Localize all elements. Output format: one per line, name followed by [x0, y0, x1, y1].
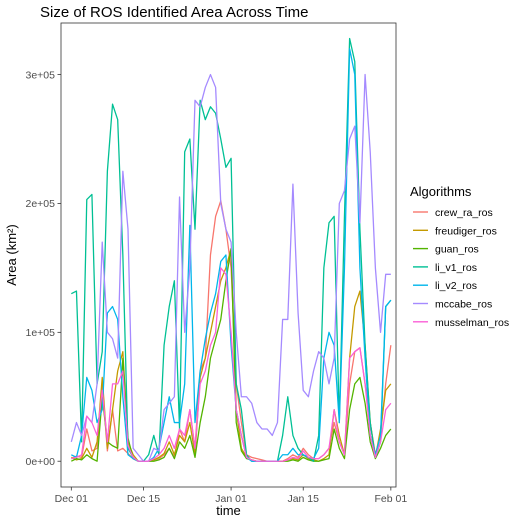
series-line-li-v2-ros — [71, 48, 392, 462]
x-tick-label: Dec 15 — [127, 493, 160, 505]
legend-label-freudiger-ros: freudiger_ros — [435, 225, 497, 237]
x-tick-label: Jan 15 — [287, 493, 319, 505]
y-tick-label: 3e+05 — [26, 69, 56, 81]
series-line-mccabe-ros — [70, 73, 391, 462]
legend-title: Algorithms — [410, 184, 472, 199]
legend-label-mccabe-ros: mccabe_ros — [435, 299, 492, 311]
series-line-li-v1-ros — [71, 37, 392, 462]
x-tick-label: Feb 01 — [374, 493, 407, 505]
legend: Algorithms crew_ra_ros freudiger_ros guan_… — [410, 184, 509, 329]
plot-layer — [70, 37, 392, 462]
y-axis-label: Area (km²) — [4, 224, 19, 285]
legend-label-crew-ra-ros: crew_ra_ros — [435, 207, 493, 219]
axis-layer: Dec 01 Dec 15 Jan 01 Jan 15 Feb 01 0e+00 1e+05… — [26, 69, 408, 505]
series-line-musselman-ros — [71, 267, 392, 462]
x-tick-label: Jan 01 — [215, 493, 247, 505]
y-tick-label: 1e+05 — [26, 327, 56, 339]
legend-label-li-v1-ros: li_v1_ros — [435, 262, 477, 274]
y-tick-label: 0e+00 — [26, 456, 56, 468]
y-tick-label: 2e+05 — [26, 198, 56, 210]
chart-title: Size of ROS Identified Area Across Time — [40, 4, 308, 21]
x-axis-label: time — [216, 503, 241, 518]
legend-label-musselman-ros: musselman_ros — [435, 317, 509, 329]
x-tick-label: Dec 01 — [55, 493, 88, 505]
legend-label-guan-ros: guan_ros — [435, 244, 479, 256]
legend-label-li-v2-ros: li_v2_ros — [435, 280, 477, 292]
